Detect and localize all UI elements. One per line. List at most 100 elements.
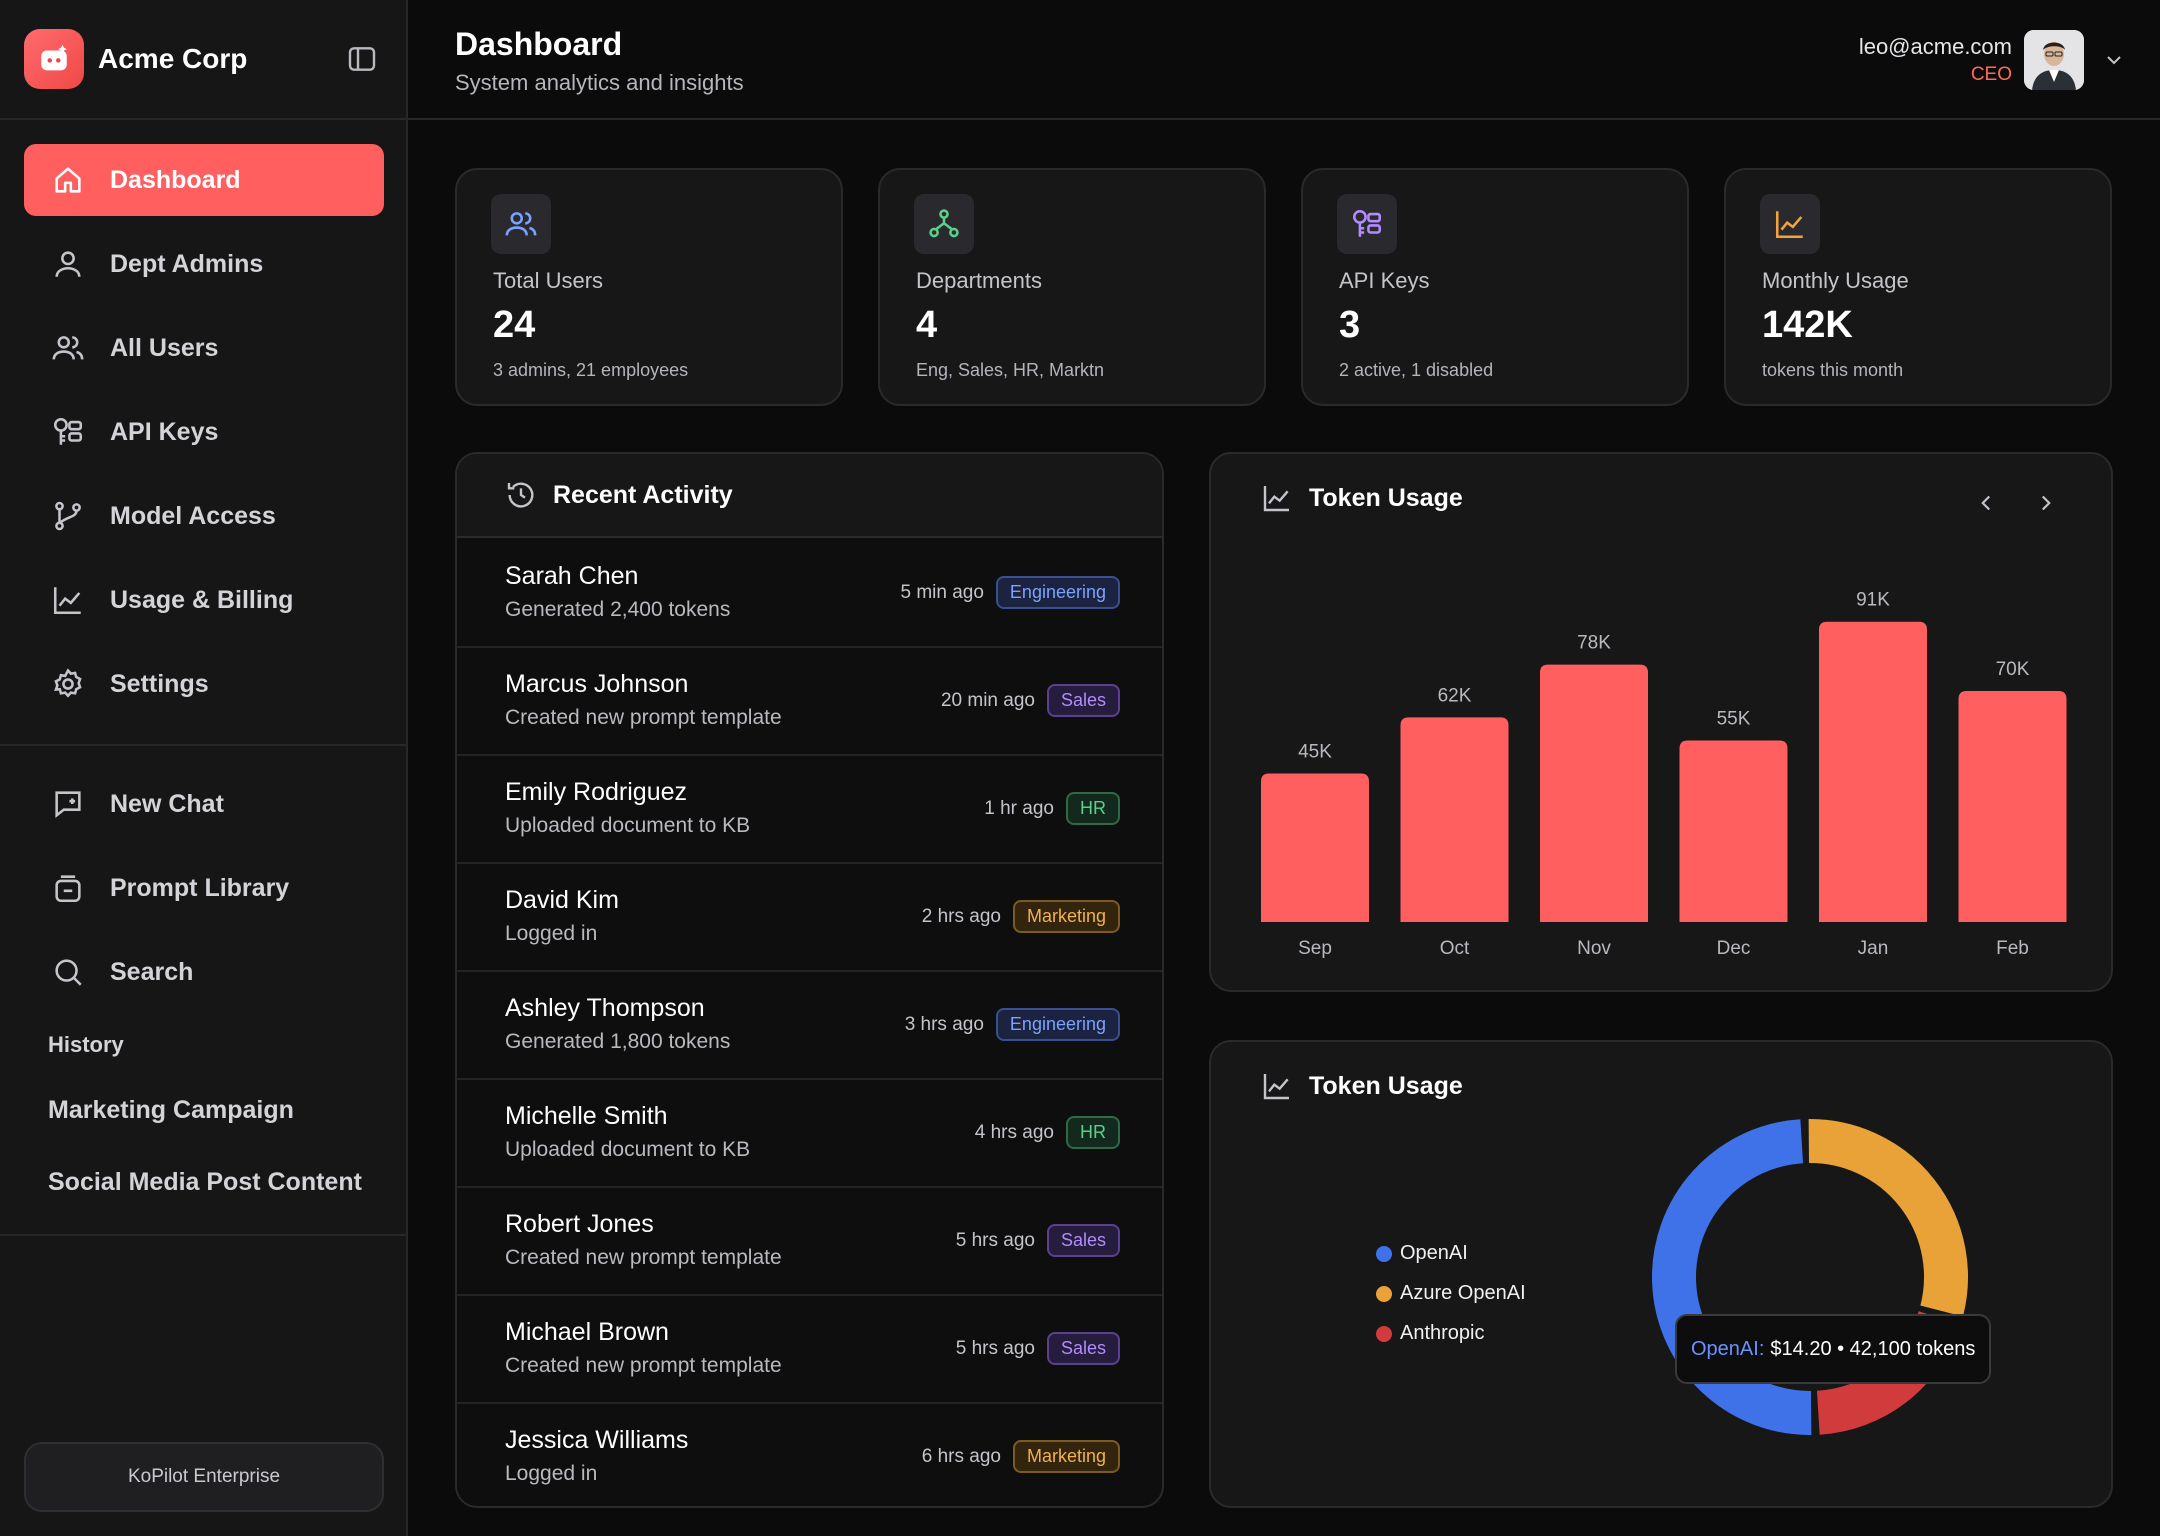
chat-plus-icon [50,786,86,822]
activity-description: Uploaded document to KB [505,814,751,837]
chart-line-icon [1263,486,1289,512]
sidebar-item-model-access[interactable]: Model Access [24,480,384,552]
activity-row[interactable]: Michael Brown Created new prompt template… [457,1296,1162,1404]
enterprise-button[interactable]: KoPilot Enterprise [24,1442,384,1512]
bar-jan[interactable] [1819,621,1927,922]
stat-desc: 2 active, 1 disabled [1339,360,1494,380]
page-subtitle: System analytics and insights [455,70,744,95]
legend-label: Anthropic [1400,1322,1485,1344]
chart-line-icon [1760,194,1820,254]
x-tick-label: Sep [1298,938,1332,959]
sidebar-item-label: All Users [110,333,219,362]
activity-description: Created new prompt template [505,706,782,729]
activity-row[interactable]: David Kim Logged in 2 hrs ago Marketing [457,864,1162,972]
history-item[interactable]: Marketing Campaign [48,1096,294,1124]
tooltip-key: OpenAI: [1691,1337,1765,1360]
department-badge: Sales [1046,1224,1120,1257]
avatar[interactable] [2024,30,2084,90]
activity-row[interactable]: Emily Rodriguez Uploaded document to KB 1 … [457,756,1162,864]
department-badge: Marketing [1012,1440,1120,1473]
bar-value-label: 91K [1856,590,1890,611]
token-usage-donut-card: Token Usage OpenAI Azure OpenAI Anthropic … [1209,1040,2113,1508]
activity-user-name: Michael Brown [505,1318,669,1346]
legend-item[interactable]: OpenAI [1376,1242,1468,1265]
user-email: leo@acme.com [1858,34,2012,59]
activity-row[interactable]: Jessica Williams Logged in 6 hrs ago Market… [457,1404,1162,1506]
activity-row[interactable]: Robert Jones Created new prompt template 5… [457,1188,1162,1296]
brand-name: Acme Corp [98,43,248,74]
chart-title: Token Usage [1309,483,1463,512]
activity-row[interactable]: Michelle Smith Uploaded document to KB 4 h… [457,1080,1162,1188]
activity-time: 20 min ago [940,689,1035,711]
key-icon [50,414,86,450]
bar-nov[interactable] [1540,664,1648,922]
sidebar-item-dept-admins[interactable]: Dept Admins [24,228,384,300]
stat-label: Monthly Usage [1762,268,1909,293]
stat-label: API Keys [1339,268,1430,293]
stat-desc: tokens this month [1762,360,1904,380]
key-icon [1337,194,1397,254]
activity-time: 1 hr ago [984,797,1054,819]
sidebar-item-label: Dashboard [110,165,241,194]
history-item[interactable]: Social Media Post Content [48,1168,362,1196]
chevron-left-icon[interactable] [1973,490,1999,516]
stat-label: Total Users [493,268,604,293]
sidebar-toggle-icon[interactable] [342,39,382,79]
activity-row[interactable]: Ashley Thompson Generated 1,800 tokens 3 h… [457,972,1162,1080]
legend-swatch [1376,1285,1392,1302]
chevron-right-icon[interactable] [2033,490,2059,516]
activity-description: Created new prompt template [505,1354,782,1377]
sidebar-item-label: Usage & Billing [110,585,294,614]
bar-feb[interactable] [1958,691,2067,922]
sidebar-item-label: Dept Admins [110,249,264,278]
bar-sep[interactable] [1261,773,1369,923]
bar-oct[interactable] [1400,717,1509,922]
sidebar-item-all-users[interactable]: All Users [24,312,384,384]
sidebar-item-new-chat[interactable]: New Chat [24,768,384,840]
stat-desc: Eng, Sales, HR, Marktn [916,360,1105,380]
legend-item[interactable]: Azure OpenAI [1376,1282,1526,1305]
department-badge: Marketing [1012,900,1120,933]
activity-row[interactable]: Marcus Johnson Created new prompt templat… [457,648,1162,756]
sidebar-item-usage-billing[interactable]: Usage & Billing [24,564,384,636]
bar-value-label: 62K [1438,685,1472,706]
stat-card-api-keys: API Keys 3 2 active, 1 disabled [1301,168,1689,406]
legend-item[interactable]: Anthropic [1376,1322,1485,1345]
sidebar-item-api-keys[interactable]: API Keys [24,396,384,468]
activity-time: 3 hrs ago [904,1013,984,1035]
sidebar-item-search[interactable]: Search [24,936,384,1008]
bar-value-label: 78K [1577,633,1611,654]
recent-activity-title: Recent Activity [553,480,733,509]
library-icon [50,870,86,906]
chevron-down-icon[interactable] [2102,48,2126,72]
activity-time: 4 hrs ago [974,1121,1054,1143]
sidebar-item-label: Prompt Library [110,873,290,902]
bar-dec[interactable] [1679,740,1788,923]
activity-row[interactable]: Sarah Chen Generated 2,400 tokens 5 min ag… [457,540,1162,648]
sidebar-divider [0,744,408,746]
legend-label: OpenAI [1400,1242,1468,1264]
sidebar-divider [0,1234,408,1236]
sidebar-item-label: Model Access [110,501,276,530]
stat-value: 3 [1339,304,1361,346]
donut-slice-azure-openai[interactable] [1808,1119,1968,1317]
donut-chart [1652,1119,1968,1435]
sidebar-item-prompt-library[interactable]: Prompt Library [24,852,384,924]
activity-user-name: Ashley Thompson [505,994,705,1022]
x-tick-label: Nov [1577,938,1611,959]
stat-value: 142K [1762,304,1853,346]
sidebar-item-dashboard[interactable]: Dashboard [24,144,384,216]
chart-title: Token Usage [1309,1071,1463,1100]
stat-value: 24 [493,304,536,346]
activity-description: Generated 2,400 tokens [505,598,731,621]
sidebar-item-label: Search [110,957,194,986]
bar-value-label: 70K [1996,659,2030,680]
activity-time: 6 hrs ago [921,1445,1001,1467]
sidebar-item-label: New Chat [110,789,224,818]
sidebar-item-settings[interactable]: Settings [24,648,384,720]
user-icon [50,246,86,282]
donut-card-header: Token Usage [1261,1070,1463,1102]
activity-meta: 2 hrs ago Marketing [922,900,1120,933]
activity-meta: 5 hrs ago Sales [956,1332,1120,1365]
donut-slice-openai[interactable] [1652,1119,1812,1435]
